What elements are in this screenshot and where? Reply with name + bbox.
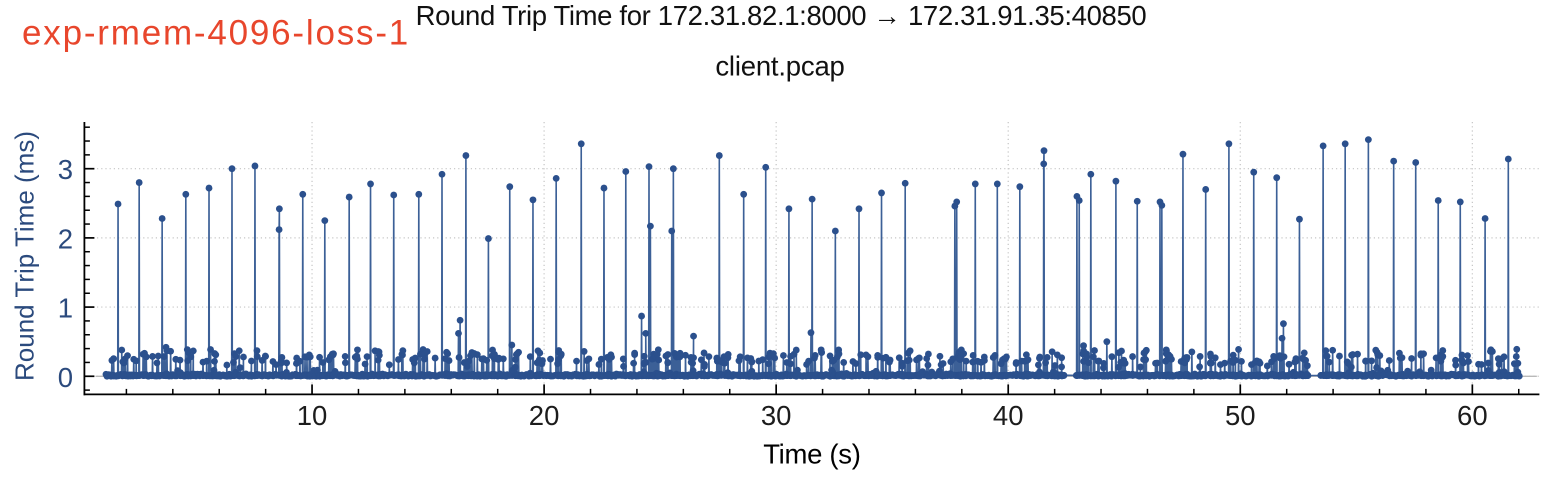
x-tick-label: 20 [529,400,560,431]
rtt-markers [102,136,1523,380]
axes [83,122,1540,396]
x-tick-label: 30 [761,400,792,431]
x-axis-label: Time (s) [763,439,860,470]
y-tick-label: 2 [58,223,73,254]
x-tick-label: 60 [1457,400,1488,431]
y-tick-label: 1 [58,293,73,324]
y-tick-label: 3 [58,154,73,185]
y-tick-label: 0 [58,362,73,393]
x-tick-label: 40 [993,400,1024,431]
chart-title: Round Trip Time for 172.31.82.1:8000 → 1… [416,0,1147,31]
chart-subtitle: client.pcap [715,50,844,81]
rtt-line [105,138,1520,378]
x-tick-label: 10 [297,400,328,431]
y-axis-label: Round Trip Time (ms) [10,131,40,381]
experiment-label: exp-rmem-4096-loss-1 [22,13,410,52]
data-series [95,136,1537,380]
x-tick-label: 50 [1225,400,1256,431]
tick-labels: 10 20 30 40 50 60 0 1 2 3 [58,154,1488,431]
